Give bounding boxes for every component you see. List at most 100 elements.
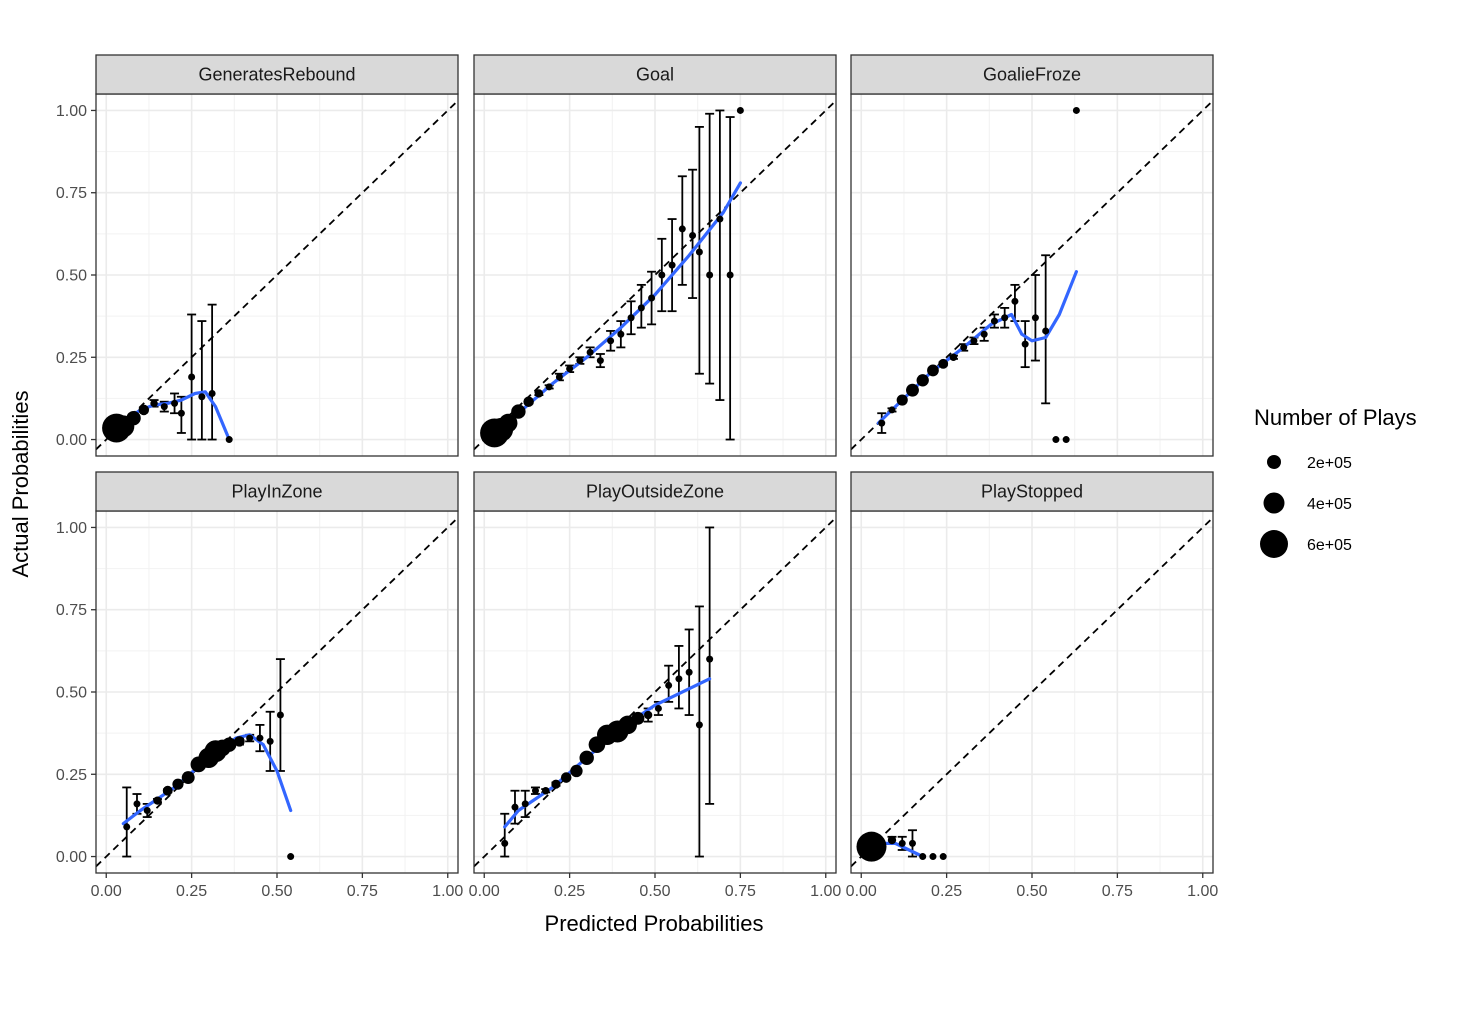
panel-PlayOutsideZone: PlayOutsideZone 0.00 0.25 0.50 0.75 1.00: [469, 471, 841, 900]
panel-plot-area: [851, 516, 1213, 868]
data-point: [878, 419, 886, 427]
data-point: [586, 348, 594, 356]
panel-GeneratesRebound: GeneratesRebound 0.00 0.25 0.50 0.75 1.00: [56, 54, 459, 457]
data-point: [246, 734, 254, 742]
data-point: [919, 853, 927, 861]
data-point: [695, 721, 703, 729]
data-point: [665, 681, 673, 689]
data-point: [1052, 436, 1060, 444]
data-point: [906, 383, 919, 397]
y-tick-label: 0.50: [56, 268, 87, 285]
panel-strip: [473, 471, 837, 512]
data-point: [150, 399, 158, 408]
data-point: [498, 413, 518, 433]
smooth-line: [876, 270, 1078, 425]
data-point: [521, 800, 529, 808]
panel-strip: [850, 54, 1214, 95]
y-tick-label: 0.75: [56, 185, 87, 202]
legend-label: 4e+05: [1307, 496, 1352, 513]
y-tick-label: 0.00: [56, 849, 87, 866]
data-point: [1001, 314, 1009, 322]
data-point: [566, 365, 574, 373]
data-point: [123, 823, 131, 831]
data-point: [1062, 436, 1070, 444]
data-point: [675, 675, 683, 683]
x-tick-label: 0.25: [931, 883, 962, 900]
y-tick-label: 0.00: [56, 432, 87, 449]
data-point: [939, 853, 947, 861]
panel-plot-area: [96, 516, 458, 868]
data-point: [736, 106, 744, 114]
data-point: [938, 358, 949, 369]
data-point: [133, 800, 141, 808]
data-point: [695, 248, 703, 256]
panel-strip-label: GeneratesRebound: [198, 65, 355, 85]
data-point: [596, 357, 604, 365]
legend-label: 6e+05: [1307, 537, 1352, 554]
data-point: [637, 304, 645, 312]
panel-plot-area: [474, 516, 836, 868]
data-point: [631, 711, 645, 725]
x-tick-label: 0.00: [469, 883, 500, 900]
y-axis-title: Actual Probabilities: [8, 390, 33, 577]
legend-key: [1263, 492, 1285, 514]
data-point: [177, 409, 185, 417]
data-point: [276, 711, 284, 719]
data-point: [1021, 340, 1029, 348]
data-point: [990, 317, 998, 325]
data-point: [576, 357, 584, 365]
data-point: [627, 314, 635, 322]
data-point: [607, 337, 615, 345]
data-point: [726, 271, 734, 279]
data-point: [617, 330, 625, 338]
data-point: [570, 764, 583, 778]
panel-strip-label: PlayInZone: [231, 482, 322, 502]
y-tick-label: 1.00: [56, 520, 87, 537]
data-point: [887, 835, 897, 845]
x-tick-label: 1.00: [810, 883, 841, 900]
data-point: [927, 364, 939, 377]
data-point: [511, 803, 519, 811]
data-point: [234, 736, 245, 747]
data-point: [856, 831, 887, 862]
panel-strip: [95, 471, 459, 512]
panel-strip: [95, 54, 459, 95]
panel-strip-label: Goal: [636, 65, 674, 85]
data-point: [1031, 314, 1039, 322]
data-point: [208, 389, 216, 397]
data-point: [541, 787, 550, 795]
data-point: [970, 337, 978, 345]
x-tick-label: 0.50: [639, 883, 670, 900]
data-point: [523, 396, 534, 407]
data-point: [171, 399, 179, 407]
data-point: [172, 778, 184, 790]
data-point: [511, 404, 526, 419]
data-point: [1011, 297, 1019, 305]
data-point: [960, 343, 968, 351]
data-point: [162, 785, 173, 796]
panel-strip-label: PlayOutsideZone: [586, 482, 724, 502]
data-point: [896, 394, 908, 406]
data-point: [654, 704, 662, 712]
data-point: [181, 771, 195, 785]
data-point: [689, 232, 697, 240]
data-point: [949, 353, 958, 361]
panel-GoalieFroze: GoalieFroze: [850, 54, 1214, 457]
data-point: [916, 374, 929, 387]
panel-plot-area: [474, 99, 836, 451]
data-point: [551, 779, 561, 789]
x-tick-label: 1.00: [1187, 883, 1218, 900]
data-point: [143, 806, 151, 814]
panel-plot-area: [96, 99, 458, 451]
data-point: [579, 750, 594, 766]
data-point: [501, 839, 509, 847]
data-point: [1042, 327, 1050, 335]
panel-strip: [473, 54, 837, 95]
data-point: [225, 436, 233, 444]
data-point: [898, 839, 906, 847]
data-point: [531, 787, 539, 795]
legend-label: 2e+05: [1307, 455, 1352, 472]
data-point: [153, 796, 162, 805]
x-tick-label: 0.75: [1102, 883, 1133, 900]
data-point: [560, 772, 572, 783]
